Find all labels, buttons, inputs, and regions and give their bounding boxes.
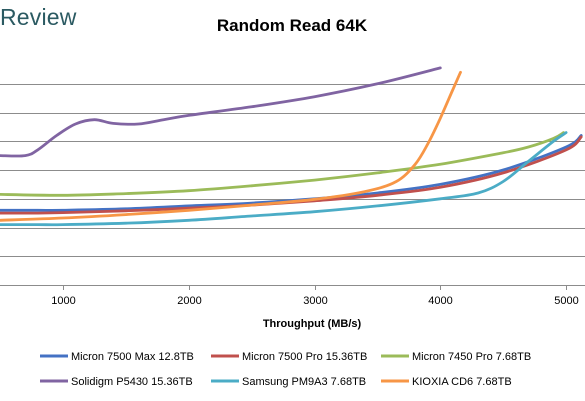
series-line [0, 66, 442, 158]
x-tick-label: 5000 [554, 295, 578, 307]
x-tick-label: 1000 [51, 295, 75, 307]
x-tick-label: 2000 [177, 295, 201, 307]
brand-logo: Review [0, 4, 77, 30]
x-tick-label: 3000 [303, 295, 327, 307]
x-tick-label: 4000 [428, 295, 452, 307]
plot-area [0, 66, 583, 227]
x-axis: 1000 2000 3000 4000 5000 [0, 285, 585, 307]
legend-label: KIOXIA CD6 7.68TB [412, 376, 512, 388]
legend-label: Micron 7450 Pro 7.68TB [412, 351, 531, 363]
series-line [0, 131, 568, 227]
legend-label: Micron 7500 Pro 15.36TB [242, 351, 367, 363]
legend-label: Solidigm P5430 15.36TB [71, 376, 193, 388]
chart-title: Random Read 64K [217, 16, 368, 35]
legend-label: Samsung PM9A3 7.68TB [242, 376, 366, 388]
legend: Micron 7500 Max 12.8TB Micron 7500 Pro 15… [40, 351, 531, 388]
x-axis-label: Throughput (MB/s) [263, 318, 362, 330]
legend-label: Micron 7500 Max 12.8TB [71, 351, 194, 363]
series-line [0, 131, 565, 197]
series-line [0, 70, 462, 222]
